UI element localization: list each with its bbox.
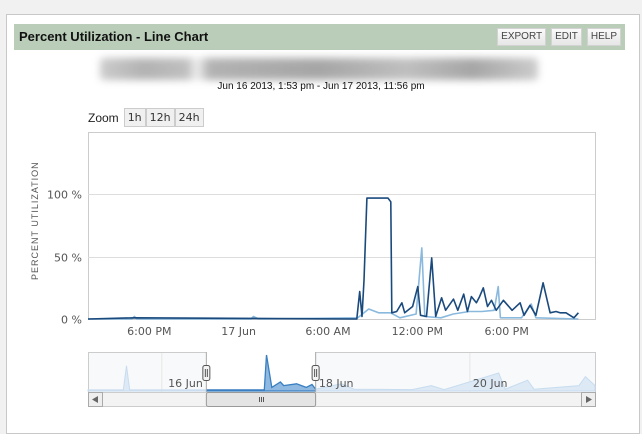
help-button[interactable]: HELP [586, 28, 621, 46]
x-tick-label: 12:00 PM [392, 325, 443, 338]
zoom-control: Zoom 1h 12h 24h [88, 108, 204, 127]
redacted-subtitle [100, 58, 538, 80]
series-line-1 [87, 197, 579, 320]
edit-button[interactable]: EDIT [551, 28, 582, 46]
x-tick-label: 6:00 AM [305, 325, 350, 338]
y-tick-label: 100 % [47, 189, 82, 202]
navigator-handle-left[interactable] [202, 365, 211, 381]
plot-area [88, 132, 596, 320]
x-tick-label: 17 Jun [221, 325, 256, 338]
line-chart: 0 % 50 % 100 % 6:00 PM 17 Jun 6:00 AM 12:00 P… [30, 132, 596, 407]
zoom-label: Zoom [88, 110, 119, 125]
panel-title: Percent Utilization - Line Chart [19, 29, 209, 44]
navigator-tick-label: 20 Jun [473, 377, 508, 390]
zoom-24h-button[interactable]: 24h [174, 108, 204, 127]
navigator[interactable]: 16 Jun 18 Jun 20 Jun [87, 352, 596, 393]
arrow-left-icon [92, 396, 98, 403]
navigator-tick-label: 18 Jun [319, 377, 354, 390]
x-tick-label: 6:00 PM [127, 325, 171, 338]
navigator-tick-label: 16 Jun [168, 377, 203, 390]
navigator-handle-right[interactable] [311, 365, 320, 381]
arrow-right-icon [586, 396, 592, 403]
x-tick-label: 6:00 PM [484, 325, 528, 338]
scrollbar[interactable] [88, 392, 596, 407]
zoom-12h-button[interactable]: 12h [145, 108, 175, 127]
panel-header: Percent Utilization - Line Chart EXPORT … [14, 24, 625, 50]
y-tick-label: 0 % [61, 314, 82, 327]
grip-icon [258, 397, 264, 402]
y-axis-label: PERCENT UTILIZATION [30, 161, 40, 280]
y-tick-label: 50 % [54, 252, 82, 265]
zoom-1h-button[interactable]: 1h [123, 108, 146, 127]
export-button[interactable]: EXPORT [497, 28, 547, 46]
date-range: Jun 16 2013, 1:53 pm - Jun 17 2013, 11:5… [217, 81, 425, 92]
navigator-selected-area [206, 354, 316, 392]
